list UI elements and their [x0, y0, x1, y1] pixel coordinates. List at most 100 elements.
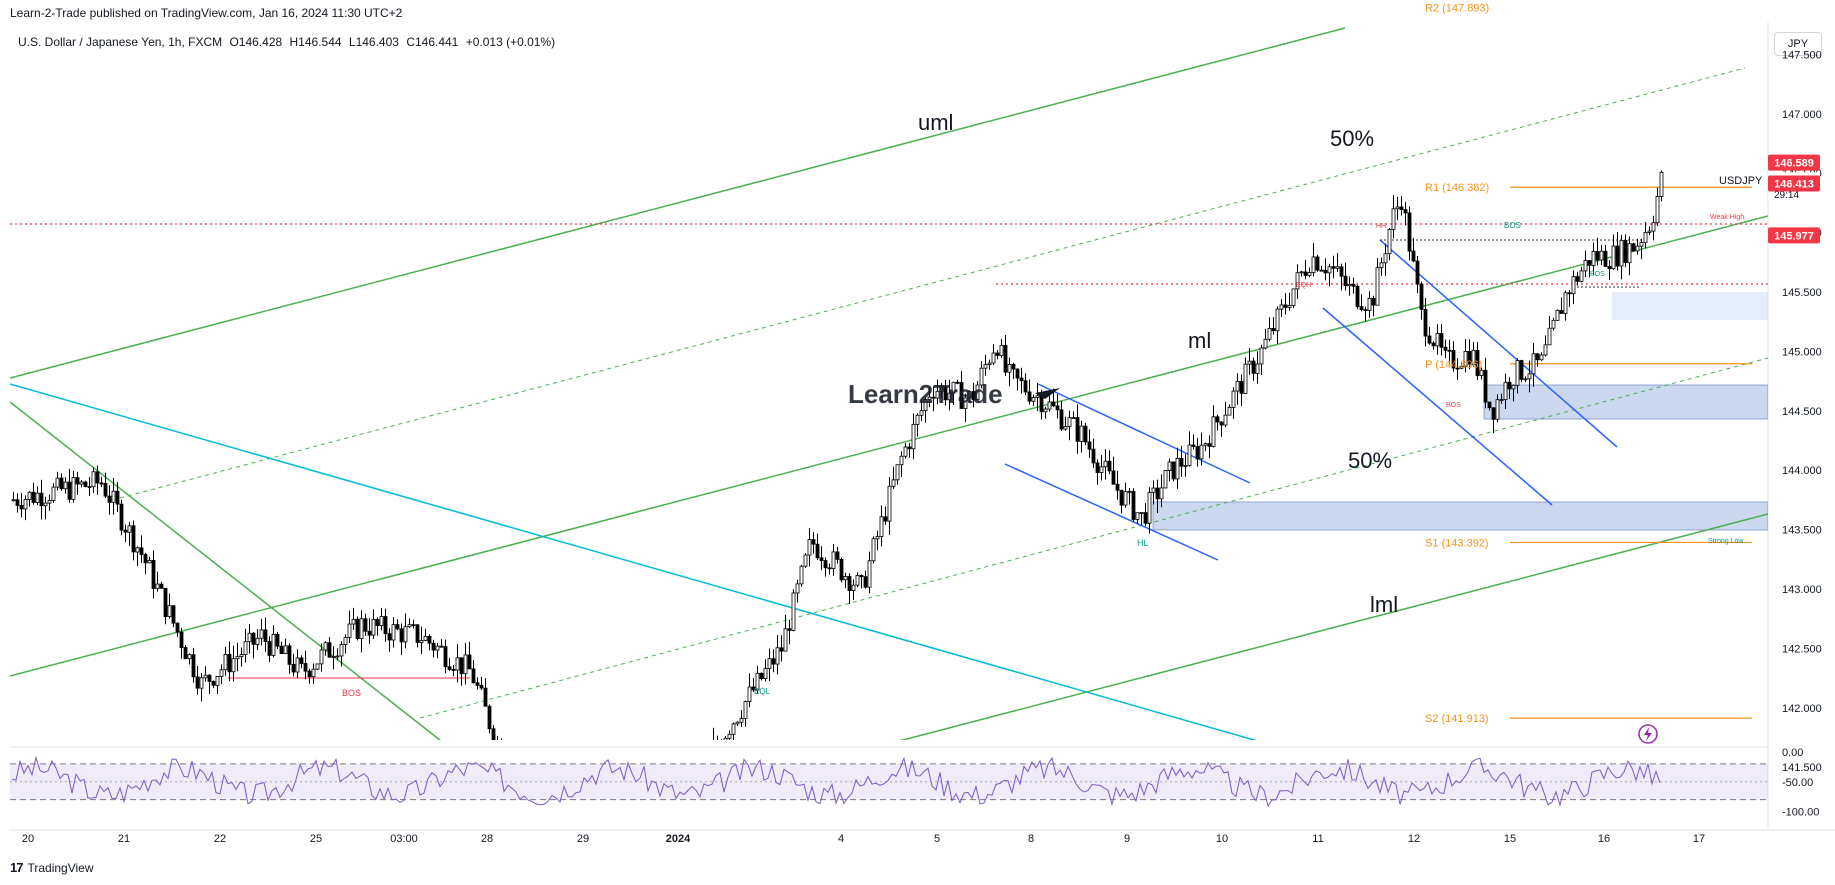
candle-bull	[1511, 384, 1516, 390]
candle-bull	[1515, 360, 1520, 386]
symbol-name[interactable]: U.S. Dollar / Japanese Yen, 1h, FXCM	[18, 35, 223, 49]
candle-bull	[1223, 414, 1228, 426]
candle-bull	[1387, 229, 1392, 255]
candle-bear	[303, 663, 308, 672]
candle-bull	[23, 499, 28, 510]
pitchfork-median-line	[10, 215, 1768, 677]
candle-bull	[1471, 349, 1476, 366]
candle-bear	[1091, 448, 1096, 464]
candle-bull	[723, 737, 728, 740]
candle-bull	[1643, 232, 1648, 243]
y-tick-label: 142.500	[1782, 643, 1822, 655]
pivot-label: R2 (147.893)	[1425, 3, 1489, 15]
candle-bull	[867, 560, 872, 588]
candle-bull	[1227, 407, 1232, 416]
x-tick-label: 15	[1504, 833, 1516, 845]
candle-bear	[1319, 269, 1324, 272]
candle-bull	[295, 657, 300, 673]
x-tick-label: 5	[934, 833, 940, 845]
candle-bull	[231, 658, 236, 673]
candle-bull	[1163, 470, 1168, 489]
candle-bull	[239, 654, 244, 658]
candle-bull	[879, 516, 884, 537]
candle-bull	[648, 802, 651, 811]
candle-bear	[487, 705, 492, 730]
bos-label: BOS	[342, 688, 361, 698]
candle-bear	[1339, 266, 1344, 277]
candle-bear	[716, 742, 719, 744]
candle-bull	[1047, 401, 1052, 410]
candle-bull	[1295, 272, 1300, 290]
candle-bear	[491, 728, 496, 740]
candle-bear	[355, 618, 360, 640]
candle-bull	[27, 491, 32, 500]
candle-bull	[735, 721, 740, 725]
candle-bull	[1203, 443, 1208, 446]
candle-bear	[375, 619, 380, 626]
candle-bear	[1155, 487, 1160, 500]
candle-bear	[1443, 346, 1448, 351]
candle-bull	[983, 364, 988, 369]
candle-bull	[343, 637, 348, 645]
candle-bull	[1099, 466, 1104, 473]
candle-bull	[919, 410, 924, 416]
candle-bull	[463, 654, 468, 675]
candle-bear	[1143, 512, 1148, 524]
x-tick-label: 22	[214, 833, 226, 845]
candle-bear	[327, 642, 332, 658]
candle-bull	[259, 629, 264, 639]
watermark-logo: Learn2Trade	[848, 379, 1003, 409]
candle-bear	[1315, 256, 1320, 271]
candle-bear	[1131, 490, 1136, 520]
currency-button[interactable]: JPY	[1774, 32, 1822, 56]
candle-bull	[807, 539, 812, 556]
candle-bear	[411, 624, 416, 627]
y-tick-label: 143.500	[1782, 525, 1822, 537]
publisher-line: Learn-2-Trade published on TradingView.c…	[10, 6, 403, 20]
candle-bull	[235, 656, 240, 660]
candle-bear	[107, 495, 112, 503]
rsi-tick-label: -100.00	[1782, 807, 1819, 819]
x-tick-label: 9	[1124, 833, 1130, 845]
candle-bull	[155, 583, 160, 589]
candle-bull	[903, 446, 908, 457]
candle-bull	[391, 624, 396, 641]
candle-bear	[447, 666, 452, 670]
candle-bear	[251, 632, 256, 645]
candle-bull	[167, 605, 172, 617]
candle-bull	[1347, 283, 1352, 287]
candle-bull	[1523, 378, 1528, 381]
price-tag-red	[1768, 154, 1820, 171]
candle-bull	[243, 641, 248, 655]
candle-bull	[875, 536, 880, 540]
candle-bear	[267, 641, 272, 656]
ohlc-low: L146.403	[348, 35, 399, 49]
candle-bear	[1051, 401, 1056, 407]
candle-bear	[1171, 461, 1176, 480]
candle-bear	[1023, 380, 1028, 393]
x-tick-label: 11	[1312, 833, 1323, 845]
candle-bear	[87, 486, 92, 488]
candle-bull	[795, 583, 800, 594]
candle-bear	[1239, 380, 1244, 394]
candle-bull	[951, 381, 956, 394]
candle-bull	[403, 626, 408, 643]
candle-bull	[899, 455, 904, 466]
candle-bull	[223, 654, 228, 671]
y-tick-label: 143.000	[1782, 584, 1822, 596]
candle-bear	[779, 647, 784, 652]
candle-bull	[335, 655, 340, 658]
watermark-arrow-icon	[1035, 388, 1060, 399]
candle-bull	[1379, 262, 1384, 269]
price-tag-label: 146.413	[1774, 179, 1814, 191]
candle-bull	[1067, 417, 1072, 428]
candle-bull	[315, 663, 320, 670]
candle-bull	[568, 812, 571, 835]
candle-bull	[1267, 328, 1272, 340]
candle-bull	[423, 635, 428, 641]
candle-bear	[191, 654, 196, 678]
pitchfork-upper-median-line	[10, 27, 1346, 379]
candle-bear	[883, 516, 888, 522]
candle-bear	[367, 630, 372, 636]
